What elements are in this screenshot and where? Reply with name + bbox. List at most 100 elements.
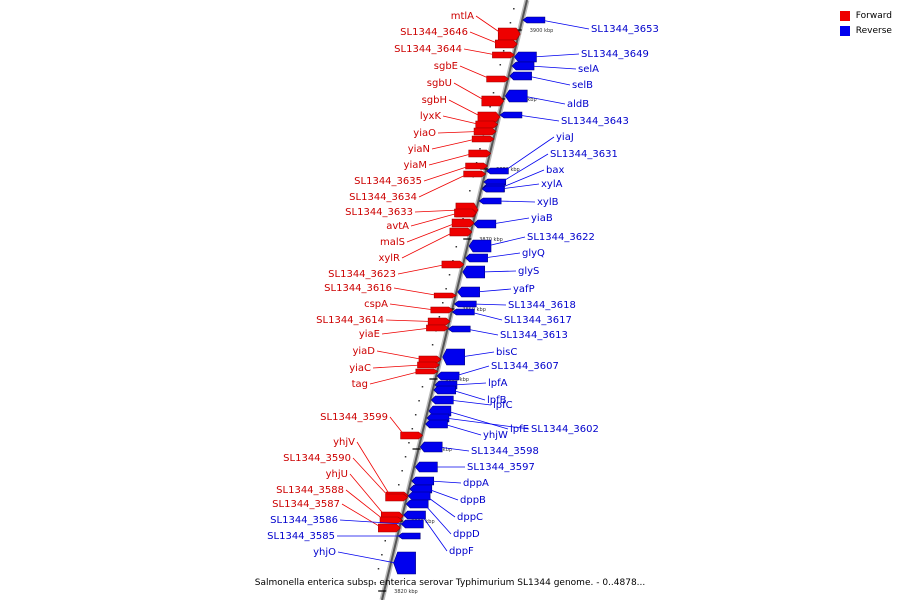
forward-gene-leader — [414, 209, 460, 213]
reverse-gene-leader — [443, 423, 482, 436]
forward-gene-leader — [423, 165, 470, 182]
forward-gene-label: sgbU — [427, 78, 452, 89]
forward-gene-leader — [406, 222, 457, 243]
forward-gene-label: SL1344_3616 — [324, 283, 392, 294]
reverse-gene-block — [405, 499, 429, 509]
backbone-dot — [421, 386, 424, 388]
forward-gene-label: SL1344_3614 — [316, 315, 384, 326]
reverse-gene-leader — [501, 153, 549, 183]
reverse-gene-label: SL1344_3622 — [527, 232, 595, 243]
reverse-gene-label: SL1344_3585 — [267, 531, 335, 542]
forward-gene-block — [441, 260, 465, 269]
reverse-gene-leader — [527, 75, 571, 86]
backbone-group — [374, 0, 530, 600]
reverse-gene-label: yhjW — [483, 430, 508, 441]
reverse-gene-label: aldB — [567, 99, 589, 110]
legend: Forward Reverse — [839, 8, 892, 38]
reverse-gene-label: glyS — [518, 266, 539, 277]
forward-gene-block — [481, 95, 505, 107]
reverse-gene-leader — [438, 446, 470, 452]
reverse-gene-block — [509, 71, 532, 81]
backbone-dot — [469, 190, 471, 192]
forward-gene-label: avtA — [386, 221, 409, 232]
forward-gene-leader — [341, 503, 383, 529]
forward-gene-label: yhjU — [326, 469, 348, 480]
reverse-gene-block — [451, 308, 475, 316]
legend-label-reverse: Reverse — [855, 25, 892, 36]
reverse-gene-block — [453, 300, 477, 308]
forward-gene-block — [492, 51, 515, 59]
forward-gene-block — [475, 120, 499, 129]
reverse-gene-leader — [449, 399, 492, 406]
forward-gene-leader — [418, 173, 468, 198]
reverse-gene-label: lpfA — [488, 378, 508, 389]
reverse-gene-block — [393, 551, 416, 575]
reverse-gene-leader — [339, 519, 404, 525]
forward-gene-label: sgbH — [422, 95, 447, 106]
reverse-gene-label: dppA — [463, 478, 489, 489]
backbone-dot — [414, 414, 417, 416]
forward-gene-block — [449, 227, 473, 237]
reverse-gene-block — [403, 510, 426, 520]
backbone-dot — [513, 8, 515, 10]
forward-gene-block — [486, 75, 510, 83]
backbone-dot — [489, 106, 491, 108]
reverse-gene-label: yiaB — [531, 213, 553, 224]
forward-gene-leader — [385, 319, 433, 322]
reverse-gene-block — [400, 519, 424, 529]
forward-gene-block — [378, 523, 401, 533]
forward-gene-leader — [393, 287, 439, 296]
forward-gene-label: SL1344_3633 — [345, 207, 413, 218]
forward-gene-label: xylR — [378, 253, 400, 264]
backbone-dot — [418, 400, 420, 402]
reverse-gene-leader — [446, 410, 509, 430]
reverse-gene-leader — [475, 288, 512, 293]
reverse-gene-label: SL1344_3643 — [561, 116, 629, 127]
reverse-gene-leader — [421, 514, 448, 552]
backbone-dot — [499, 64, 502, 66]
forward-gene-leader — [397, 264, 447, 275]
forward-gene-label: yiaE — [359, 329, 380, 340]
forward-gene-leader — [469, 31, 500, 45]
legend-item-forward: Forward — [839, 8, 892, 23]
forward-gene-label: yiaN — [408, 144, 430, 155]
backbone-line — [381, 0, 528, 600]
forward-gene-block — [468, 149, 492, 158]
reverse-genes: SL1344_3653 SL1344_3649 selA selB aldB SL1344… — [267, 16, 659, 575]
forward-gene-leader — [345, 489, 385, 521]
reverse-gene-block — [504, 89, 528, 103]
forward-gene-leader — [356, 441, 391, 496]
forward-gene-leader — [428, 153, 473, 166]
backbone-dot — [384, 540, 386, 542]
forward-gene-leader — [372, 364, 422, 369]
reverse-gene-leader — [499, 183, 540, 190]
reverse-gene-block — [462, 265, 486, 279]
forward-gene-block — [451, 218, 475, 228]
forward-gene-label: SL1344_3587 — [272, 499, 340, 510]
reverse-gene-leader — [466, 328, 499, 336]
reverse-gene-block — [465, 253, 488, 263]
forward-gene-block — [427, 317, 451, 326]
forward-swatch — [839, 10, 850, 21]
reverse-gene-block — [442, 348, 465, 366]
reverse-gene-block — [468, 239, 492, 253]
forward-gene-leader — [437, 131, 479, 134]
reverse-gene-label: yafP — [513, 284, 535, 295]
backbone-dot — [479, 148, 481, 150]
forward-gene-label: cspA — [364, 299, 388, 310]
reverse-gene-label: lpfE — [510, 424, 529, 435]
scale-label: 3900 kbp — [530, 28, 554, 34]
reverse-gene-leader — [423, 503, 452, 535]
forward-gene-label: yiaD — [352, 346, 375, 357]
scale-label: 3820 kbp — [394, 589, 418, 595]
forward-gene-label: SL1344_3635 — [354, 176, 422, 187]
reverse-gene-leader — [532, 53, 580, 58]
reverse-gene-label: dppC — [457, 512, 483, 523]
reverse-gene-label: yhjO — [313, 547, 336, 558]
backbone-dot — [401, 470, 403, 472]
reverse-gene-label: selA — [578, 64, 599, 75]
reverse-gene-label: SL1344_3631 — [550, 149, 618, 160]
reverse-gene-block — [485, 167, 509, 175]
reverse-gene-label: lpfC — [493, 400, 513, 411]
reverse-gene-label: SL1344_3597 — [467, 462, 535, 473]
